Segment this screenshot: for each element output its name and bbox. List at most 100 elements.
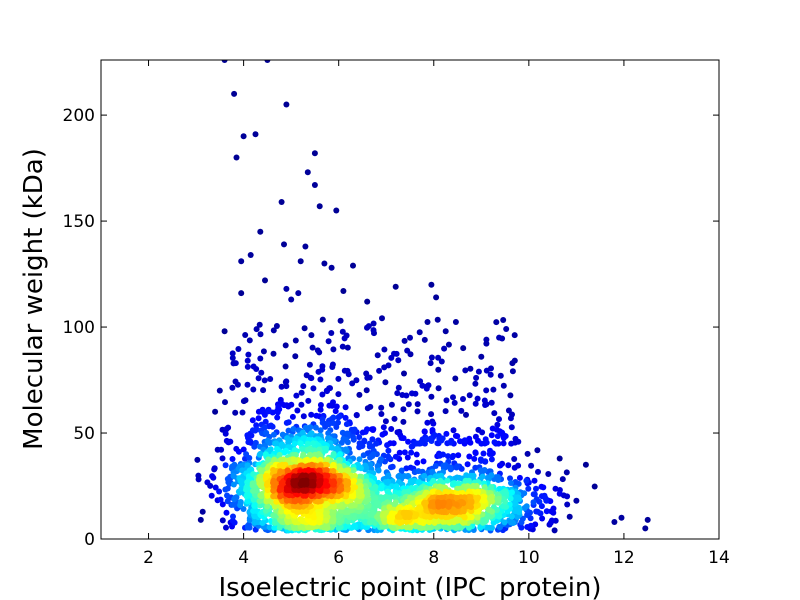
data-point [483,439,490,446]
data-point [237,502,244,509]
data-point [479,429,486,436]
data-point [260,387,267,394]
data-point [339,343,346,350]
data-point [422,502,429,509]
data-point [308,332,315,339]
data-point [258,369,265,376]
y-tick-label: 200 [63,106,95,126]
data-point [445,341,452,348]
data-point [392,283,399,290]
data-point [414,401,421,408]
data-point [231,501,238,508]
data-point [431,518,438,524]
data-point [401,370,407,377]
data-point [299,446,306,453]
data-point [534,508,541,515]
data-point [307,431,314,438]
data-point [370,320,377,327]
data-point [285,439,292,446]
data-point [350,436,357,443]
data-point [250,488,256,494]
plot-frame [100,59,720,540]
data-point [440,451,446,458]
data-point [428,411,435,418]
data-point [367,403,374,410]
data-point [409,500,416,507]
data-point [238,290,245,297]
data-point [344,486,351,493]
data-point [301,497,308,504]
data-point [483,367,490,374]
data-point [273,498,280,505]
data-point [489,524,495,531]
data-point [330,450,337,457]
data-point [481,397,488,404]
data-point [278,491,285,498]
data-point [291,440,298,447]
x-tick-label: 12 [613,548,635,568]
data-point [493,319,500,326]
data-point [395,384,402,391]
data-point [445,453,451,460]
data-point [297,440,304,447]
data-point [274,409,281,416]
data-point [208,492,215,499]
data-point [317,427,324,434]
data-point [216,488,223,495]
data-point [461,519,468,526]
data-point [356,391,363,398]
data-point [415,479,422,486]
data-point [325,421,332,428]
data-point [488,432,495,439]
data-point [299,481,306,488]
data-point [405,438,412,445]
data-point [477,456,484,463]
data-point [197,516,204,523]
data-point [488,399,495,406]
data-point [333,207,340,214]
data-point [433,294,440,301]
data-point [447,493,454,500]
data-point [342,404,349,411]
data-point [212,484,219,491]
data-point [246,517,253,524]
data-point [224,492,230,499]
data-point [552,485,559,492]
data-point [421,428,428,435]
data-point [238,258,245,265]
data-point [391,501,398,508]
data-point [282,363,289,370]
data-point [539,515,546,522]
data-point [451,399,458,406]
data-point [401,489,408,496]
data-point [531,491,538,498]
data-point [437,478,443,485]
data-point [242,397,249,404]
data-point [475,494,481,501]
data-point [204,479,211,486]
data-point [500,382,507,389]
data-point [344,430,351,437]
data-point [305,397,312,404]
data-point [232,494,239,501]
data-point [429,427,436,433]
data-point [243,484,250,491]
data-point [447,439,453,446]
data-point [351,472,358,479]
data-point [336,452,343,459]
data-point [491,410,498,417]
data-point [361,437,368,444]
data-point [452,432,459,439]
data-point [229,517,236,524]
data-point [483,387,490,394]
data-point [388,511,395,518]
data-point [231,90,238,97]
data-point [404,523,411,530]
data-point [483,336,490,343]
data-point [564,501,571,508]
data-point [582,461,589,468]
data-point [276,451,283,458]
data-point [307,374,314,381]
data-point [540,484,547,491]
data-point [300,435,307,442]
